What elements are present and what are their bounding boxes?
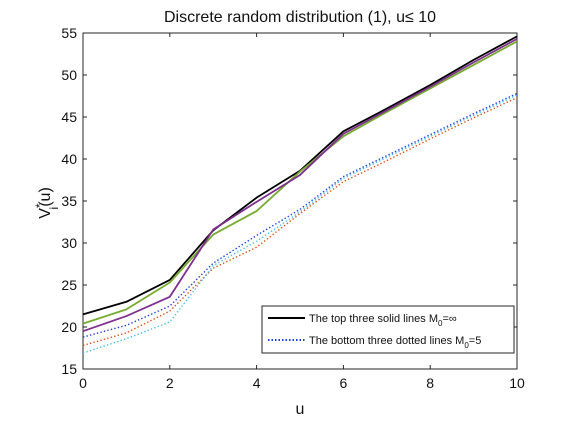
y-tick-label: 50 [61,67,77,83]
solid-series-line-3 [82,38,518,333]
x-tick-label: 6 [340,375,348,391]
x-tick-label: 8 [426,375,434,391]
solid-series-line-2 [82,40,518,325]
legend-item-solid: The top three solid lines M0=∞ [309,313,457,328]
y-tick-label: 15 [61,361,77,377]
legend: The top three solid lines M0=∞ The botto… [261,305,515,354]
dotted-series-line-6 [82,94,518,354]
y-tick-label: 35 [61,193,77,209]
x-axis-label: u [296,401,305,418]
y-tick-label: 55 [61,25,77,41]
x-tick-label: 10 [509,375,525,391]
y-tick-label: 25 [61,277,77,293]
y-tick-label: 20 [61,319,77,335]
y-axis-ticks: 15 20 25 30 35 40 45 50 55 [61,25,517,377]
y-tick-label: 45 [61,109,77,125]
x-tick-label: 2 [166,375,174,391]
legend-box [261,305,515,354]
y-tick-label: 30 [61,235,77,251]
dotted-series-line-4 [82,92,518,338]
chart-title: Discrete random distribution (1), u≤ 10 [164,9,436,26]
x-tick-label: 4 [253,375,261,391]
legend-item-dotted: The bottom three dotted lines M0=5 [309,335,481,350]
y-tick-label: 40 [61,151,77,167]
y-axis-label: V*i(u) [33,187,61,219]
series-group [82,35,518,354]
svg-text:V*i(u): V*i(u) [33,187,61,219]
x-tick-label: 0 [79,375,87,391]
x-axis-ticks: 0 2 4 6 8 10 [79,33,525,391]
